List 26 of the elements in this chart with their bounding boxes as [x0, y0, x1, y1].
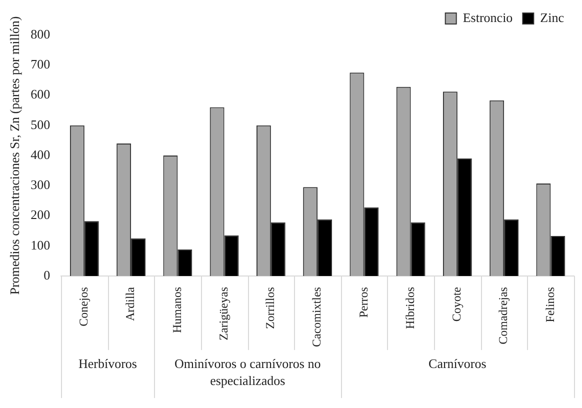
- y-tick-label: 300: [30, 177, 50, 192]
- x-tick-label: Perros: [356, 286, 370, 318]
- x-tick-label: Cacomixtles: [310, 286, 324, 348]
- y-axis-title: Promedios concentraciones Sr, Zn (partes por millón): [7, 16, 22, 295]
- y-tick-label: 600: [30, 86, 50, 102]
- x-tick-label: Comadrejas: [496, 286, 510, 344]
- legend-label: Estroncio: [462, 10, 513, 25]
- y-tick-label: 800: [30, 26, 50, 42]
- y-tick-label: 400: [30, 146, 50, 162]
- x-tick-label: Humanos: [170, 286, 184, 334]
- text: Herbívoros: [78, 356, 137, 371]
- text: Carnívoros: [428, 356, 486, 371]
- y-tick-label: 100: [30, 237, 50, 252]
- x-tick-label: Híbridos: [402, 286, 417, 330]
- y-tick-label: 0: [44, 267, 50, 282]
- y-tick-label: 200: [30, 207, 50, 222]
- y-tick-label: 700: [30, 56, 50, 72]
- text: Ominívoros o carnívoros no especializados: [174, 356, 321, 388]
- x-tick-label: Conejos: [76, 286, 91, 326]
- x-tick-label: Zorrillos: [263, 286, 278, 330]
- x-tick-label: Zarigüeyas: [216, 286, 230, 340]
- x-tick-label: Coyote: [450, 287, 464, 322]
- y-tick-label: 500: [30, 116, 50, 132]
- legend-label: Zinc: [540, 10, 564, 25]
- x-tick-label: Felinos: [542, 286, 557, 322]
- x-tick-label: Ardilla: [123, 286, 138, 322]
